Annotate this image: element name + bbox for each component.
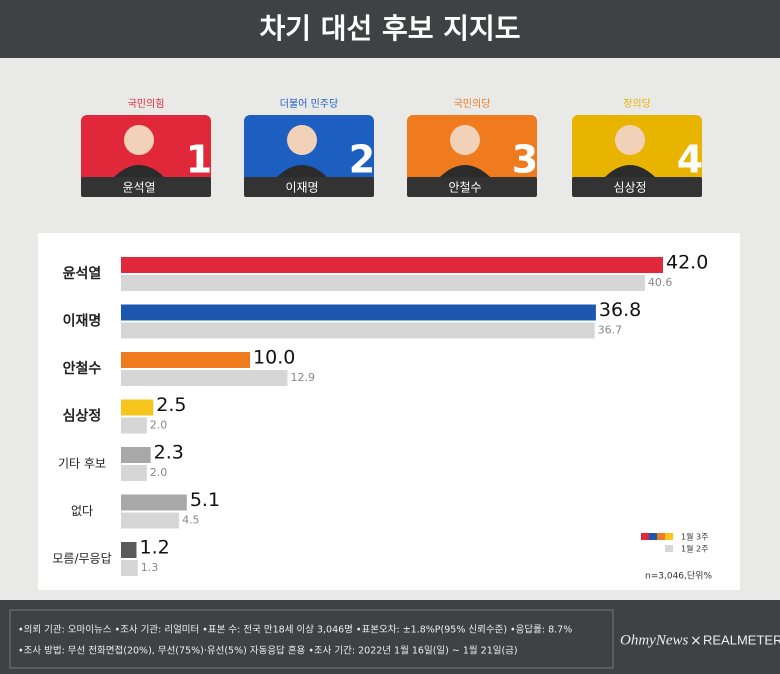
candidate-number: 1 xyxy=(186,138,212,182)
portrait-body xyxy=(111,165,167,180)
value-label: 5.1 xyxy=(190,489,220,511)
value-label: 1.3 xyxy=(141,561,159,574)
name-band xyxy=(81,177,211,197)
category-label: 없다 xyxy=(71,504,93,518)
title: 차기 대선 후보 지지도 xyxy=(259,12,520,45)
legend-label: 1월 3주 xyxy=(681,532,708,542)
value-label: 4.5 xyxy=(182,514,200,527)
portrait-body xyxy=(437,165,493,180)
legend-swatch xyxy=(665,545,673,552)
header-band xyxy=(0,0,780,58)
party-name: 정의당 xyxy=(623,98,651,110)
candidate-card xyxy=(244,115,374,197)
bar xyxy=(121,465,147,481)
bar xyxy=(121,560,138,576)
name-band xyxy=(407,177,537,197)
bar xyxy=(121,352,251,368)
value-label: 10.0 xyxy=(253,347,295,369)
value-label: 40.6 xyxy=(648,276,673,289)
party-name: 더불어 민주당 xyxy=(280,98,338,110)
bar xyxy=(121,322,595,339)
category-label: 기타 후보 xyxy=(58,457,106,471)
candidate-name: 이재명 xyxy=(285,181,318,195)
logo-realmeter: REALMETER xyxy=(703,632,780,647)
bar xyxy=(121,370,288,386)
legend-label: 1월 2주 xyxy=(681,544,708,554)
portrait-head xyxy=(615,125,645,155)
candidate-card xyxy=(572,115,702,197)
candidate-card xyxy=(407,115,537,197)
value-label: 1.2 xyxy=(139,537,169,559)
value-label: 2.0 xyxy=(150,466,168,479)
category-label: 안철수 xyxy=(63,360,102,377)
category-label: 이재명 xyxy=(63,313,102,330)
bar xyxy=(121,494,187,511)
value-label: 36.7 xyxy=(598,324,623,337)
legend-swatch xyxy=(641,533,649,540)
footer-line: •조사 방법: 무선 전화면접(20%), 무선(75%)·유선(5%) 자동응… xyxy=(18,645,518,657)
logo-ohmynews: OhmyNews xyxy=(620,632,688,648)
name-band xyxy=(572,177,702,197)
category-label: 모름/무응답 xyxy=(52,552,111,566)
portrait-head xyxy=(287,125,317,155)
candidate-number: 3 xyxy=(512,138,538,182)
bar xyxy=(121,257,663,273)
bar xyxy=(121,275,645,291)
candidate-number: 4 xyxy=(677,138,703,182)
candidate-number: 2 xyxy=(349,138,375,182)
chart-panel xyxy=(38,233,740,590)
bar xyxy=(121,304,596,321)
category-label: 심상정 xyxy=(63,408,102,425)
footer-box xyxy=(9,609,614,669)
name-band xyxy=(244,177,374,197)
bar xyxy=(121,399,154,416)
footer-band xyxy=(0,600,780,674)
bar xyxy=(121,447,151,463)
bar xyxy=(121,417,147,434)
legend-swatch xyxy=(657,533,665,540)
candidate-card xyxy=(81,115,211,197)
value-label: 2.0 xyxy=(150,419,168,432)
category-label: 윤석열 xyxy=(63,265,102,282)
value-label: 36.8 xyxy=(599,299,641,321)
value-label: 42.0 xyxy=(666,252,708,274)
legend-swatch xyxy=(649,533,657,540)
legend-swatch xyxy=(665,533,673,540)
party-name: 국민의힘 xyxy=(128,98,165,110)
candidate-name: 윤석열 xyxy=(122,181,155,195)
note: n=3,046,단위% xyxy=(645,571,712,582)
bar xyxy=(121,512,180,529)
value-label: 12.9 xyxy=(290,371,315,384)
portrait-head xyxy=(124,125,154,155)
bar xyxy=(121,542,137,558)
value-label: 2.5 xyxy=(156,394,186,416)
candidate-name: 안철수 xyxy=(448,181,481,195)
footer-line: •의뢰 기관: 오마이뉴스 •조사 기관: 리얼미터 •표본 수: 전국 만18… xyxy=(18,624,572,636)
logo-separator: × xyxy=(690,633,702,649)
portrait-body xyxy=(602,165,658,180)
value-label: 2.3 xyxy=(154,442,184,464)
candidate-name: 심상정 xyxy=(613,181,646,195)
party-name: 국민의당 xyxy=(454,98,491,110)
portrait-head xyxy=(450,125,480,155)
portrait-body xyxy=(274,165,330,180)
